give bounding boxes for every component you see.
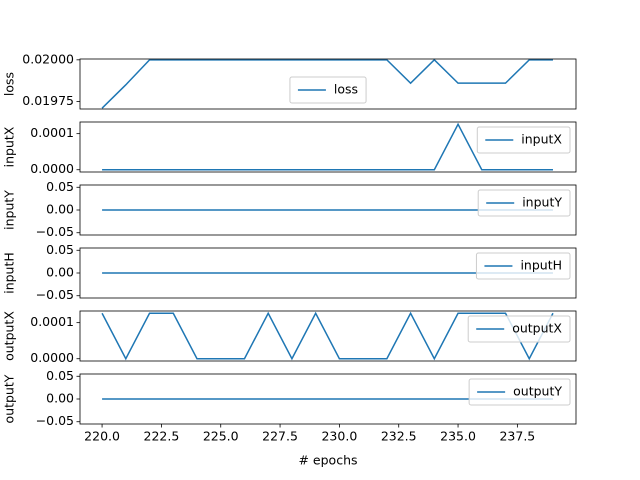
subplot: 0.0000 0.0001 outputX outputX bbox=[2, 310, 577, 365]
x-tick-label: 220.0 bbox=[84, 429, 120, 444]
legend-box bbox=[477, 189, 571, 217]
legend-label: loss bbox=[334, 82, 358, 97]
x-tick-label: 222.5 bbox=[144, 429, 180, 444]
legend: inputH bbox=[475, 252, 571, 280]
x-tick-label: 230.0 bbox=[321, 429, 357, 444]
legend: outputX bbox=[467, 315, 571, 343]
legend: inputY bbox=[477, 189, 571, 217]
y-tick-label: 0.0000 bbox=[30, 161, 74, 176]
x-tick-label: 235.0 bbox=[440, 429, 476, 444]
legend-box bbox=[476, 126, 571, 154]
y-tick-label: 0.00 bbox=[46, 265, 74, 280]
y-tick-label: 0.0001 bbox=[30, 314, 74, 329]
y-tick-label: −0.05 bbox=[36, 224, 74, 239]
legend-label: inputY bbox=[522, 195, 562, 210]
axes-frame bbox=[79, 310, 577, 362]
y-tick-label: −0.05 bbox=[36, 287, 74, 302]
y-tick-label: 0.01975 bbox=[22, 93, 74, 108]
axes-frame bbox=[79, 121, 577, 173]
y-tick-label: 0.0000 bbox=[30, 350, 74, 365]
subplot: −0.05 0.00 0.05 inputH inputH bbox=[2, 242, 577, 302]
x-tick-label: 232.5 bbox=[381, 429, 417, 444]
y-tick-label: 0.0001 bbox=[30, 125, 74, 140]
legend-label: outputY bbox=[513, 384, 562, 399]
legend-box bbox=[475, 252, 571, 280]
y-axis-label: inputH bbox=[2, 252, 17, 294]
y-axis-label: outputY bbox=[2, 374, 17, 423]
legend: loss bbox=[289, 76, 367, 104]
x-tick-label: 227.5 bbox=[262, 429, 298, 444]
legend-box bbox=[468, 378, 571, 406]
data-line bbox=[101, 58, 553, 109]
y-tick-label: −0.05 bbox=[36, 413, 74, 428]
legend-box bbox=[467, 315, 571, 343]
subplot: 0.01975 0.02000 loss loss bbox=[2, 51, 577, 110]
y-tick-label: 0.00 bbox=[46, 202, 74, 217]
legend-box bbox=[289, 76, 367, 104]
y-tick-label: 0.05 bbox=[46, 179, 74, 194]
legend-label: inputX bbox=[521, 132, 562, 147]
y-axis-label: inputX bbox=[2, 126, 17, 167]
subplot: 0.0000 0.0001 inputX inputX bbox=[2, 121, 577, 176]
x-tick-label: 225.0 bbox=[203, 429, 239, 444]
legend-label: inputH bbox=[520, 258, 562, 273]
data-line bbox=[101, 311, 554, 361]
x-tick-label: 237.5 bbox=[499, 429, 535, 444]
y-tick-label: 0.00 bbox=[46, 391, 74, 406]
y-axis-label: outputX bbox=[2, 311, 17, 361]
subplot: −0.05 0.00 0.05 inputY inputY bbox=[2, 179, 577, 239]
y-tick-label: 0.05 bbox=[46, 368, 74, 383]
y-tick-label: 0.05 bbox=[46, 242, 74, 257]
y-tick-label: 0.02000 bbox=[22, 51, 74, 66]
legend: inputX bbox=[476, 126, 571, 154]
legend-label: outputX bbox=[512, 321, 562, 336]
legend: outputY bbox=[468, 378, 571, 406]
y-axis-label: loss bbox=[2, 72, 17, 96]
subplot: −0.05 0.00 0.05 220.0 222.5 225.0 227.5 230.0 23… bbox=[2, 368, 577, 468]
y-axis-label: inputY bbox=[2, 190, 17, 230]
x-axis-label: # epochs bbox=[298, 453, 357, 468]
data-line bbox=[102, 122, 553, 171]
axes-frame bbox=[79, 58, 577, 110]
